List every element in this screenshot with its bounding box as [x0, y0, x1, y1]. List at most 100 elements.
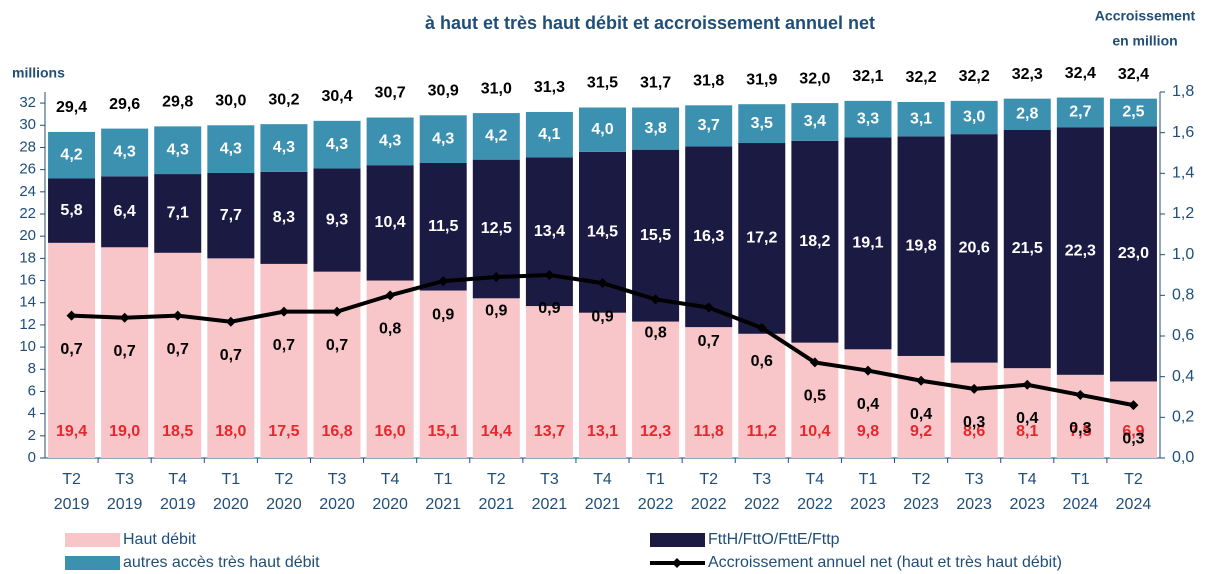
data-label: 19,1 — [852, 235, 883, 252]
bar-segment — [897, 101, 945, 137]
line-label: 0,7 — [167, 341, 189, 358]
x-tick-label-line: 2019 — [160, 496, 196, 513]
x-tick-label-line: T2 — [275, 471, 294, 488]
data-label: 4,3 — [326, 136, 348, 153]
line-marker — [119, 312, 130, 323]
legend-label: FttH/FttO/FttE/Fttp — [708, 531, 840, 548]
x-tick-label-line: T3 — [115, 471, 134, 488]
bar-segment — [738, 143, 786, 334]
bar-segment — [101, 128, 149, 177]
line-marker — [1022, 379, 1033, 390]
bar-segment — [897, 355, 945, 458]
data-label: 10,4 — [375, 214, 406, 231]
bar-segment — [101, 176, 149, 248]
x-tick-label-line: T2 — [62, 471, 81, 488]
legend-swatch — [65, 556, 120, 570]
x-tick-label-line: T3 — [328, 471, 347, 488]
data-label: 16,0 — [375, 423, 406, 440]
bar-segment — [738, 104, 786, 144]
bar-segment — [738, 333, 786, 458]
total-label: 31,5 — [587, 75, 618, 92]
data-label: 4,3 — [167, 141, 189, 158]
bar-segment — [844, 100, 892, 138]
total-label: 31,9 — [746, 71, 777, 88]
line-label: 0,7 — [326, 337, 348, 354]
line-label: 0,9 — [538, 300, 560, 317]
total-label: 31,3 — [534, 79, 565, 96]
bar-segment — [632, 107, 680, 150]
line-label: 0,7 — [698, 333, 720, 350]
data-label: 18,2 — [799, 233, 830, 250]
line-label: 0,3 — [1069, 420, 1091, 437]
y-tick-label: 22 — [19, 205, 36, 222]
y2-tick-label: 1,6 — [1172, 124, 1194, 141]
x-tick-label: T4 2019 — [160, 471, 196, 513]
data-label: 12,5 — [481, 220, 512, 237]
bar-segment — [1109, 98, 1157, 127]
data-label: 6,4 — [114, 203, 136, 220]
bar-segment — [685, 105, 733, 147]
data-label: 17,2 — [746, 230, 777, 247]
x-tick-label: T4 2022 — [797, 471, 833, 513]
y-tick-label: 32 — [19, 94, 36, 111]
total-label: 30,9 — [428, 83, 459, 100]
bar-segment — [154, 174, 202, 253]
y-tick-label: 8 — [28, 360, 36, 377]
x-tick-label: T3 2022 — [744, 471, 780, 513]
data-label: 18,5 — [162, 423, 193, 440]
total-label: 32,4 — [1065, 65, 1096, 82]
data-label: 8,6 — [963, 423, 985, 440]
data-label: 21,5 — [1012, 240, 1043, 257]
line-label: 0,9 — [432, 306, 454, 323]
line-label: 0,6 — [751, 353, 773, 370]
data-label: 4,3 — [273, 139, 295, 156]
data-label: 20,6 — [959, 240, 990, 257]
line-marker — [969, 383, 980, 394]
total-label: 31,7 — [640, 75, 671, 92]
x-tick-label: T4 2021 — [585, 471, 621, 513]
bar-segment — [844, 137, 892, 350]
bar-segment — [579, 107, 626, 152]
x-tick-label-line: 2024 — [1063, 496, 1099, 513]
bar-segment — [48, 131, 96, 179]
bar-segment — [366, 117, 414, 166]
data-label: 22,3 — [1065, 242, 1096, 259]
data-label: 4,0 — [591, 121, 613, 138]
x-tick-label-line: T3 — [540, 471, 559, 488]
y-tick-label: 24 — [19, 183, 36, 200]
y-tick-label: 28 — [19, 138, 36, 155]
y-tick-label: 16 — [19, 272, 36, 289]
data-label: 15,5 — [640, 227, 671, 244]
data-label: 11,5 — [428, 218, 458, 235]
line-label: 0,7 — [220, 347, 242, 364]
x-tick-label: T1 2020 — [213, 471, 249, 513]
bar-segment — [101, 247, 149, 458]
line-label: 0,7 — [273, 337, 295, 354]
total-label: 30,2 — [268, 91, 299, 108]
y2-tick-label: 0,2 — [1172, 409, 1194, 426]
bar-segment — [685, 146, 733, 328]
bar-segment — [1056, 374, 1104, 458]
x-tick-label: T2 2020 — [266, 471, 302, 513]
x-tick-label-line: 2023 — [1009, 496, 1045, 513]
legend-swatch — [650, 533, 705, 547]
legend-swatch — [65, 533, 120, 547]
line-marker — [703, 302, 714, 313]
data-label: 15,1 — [428, 423, 459, 440]
bar-segment — [260, 171, 308, 264]
x-tick-label: T1 2021 — [425, 471, 461, 513]
y-tick-label: 12 — [19, 316, 36, 333]
y-tick-label: 14 — [19, 294, 36, 311]
y-tick-label: 6 — [28, 382, 36, 399]
data-label: 14,4 — [481, 423, 512, 440]
y-tick-label: 18 — [19, 249, 36, 266]
y-tick-label: 2 — [28, 427, 36, 444]
x-tick-label: T2 2022 — [691, 471, 727, 513]
bar-segment — [897, 136, 945, 356]
total-label: 32,4 — [1118, 66, 1149, 83]
y2-tick-label: 0,8 — [1172, 287, 1194, 304]
data-label: 12,3 — [640, 423, 671, 440]
line-label: 0,4 — [910, 406, 932, 423]
data-label: 3,0 — [963, 109, 985, 126]
